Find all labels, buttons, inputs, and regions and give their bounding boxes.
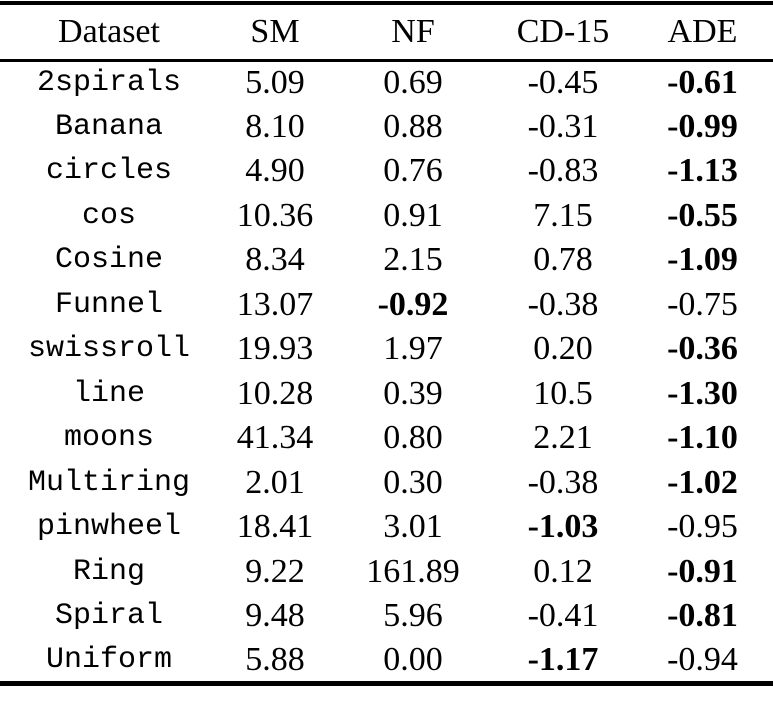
dataset-name-cell: circles (45, 154, 173, 189)
value-cell: 9.48 (245, 597, 305, 635)
table-row: Cosine 8.34 2.15 0.78 -1.09 (0, 238, 773, 283)
dataset-name-cell: Uniform (45, 642, 173, 677)
value-cell: 7.15 (533, 196, 593, 234)
value-cell: -1.17 (527, 640, 599, 678)
table-row: Multiring 2.01 0.30 -0.38 -1.02 (0, 461, 773, 506)
table-row: moons 41.34 0.80 2.21 -1.10 (0, 416, 773, 461)
table-row: Banana 8.10 0.88 -0.31 -0.99 (0, 105, 773, 150)
value-cell: 4.90 (245, 152, 305, 190)
value-cell: 0.00 (383, 640, 443, 678)
dataset-name-cell: Multiring (27, 465, 191, 500)
value-cell: -1.03 (527, 508, 599, 546)
value-cell: 13.07 (236, 285, 314, 323)
col-header-cd15: CD-15 (494, 3, 632, 62)
table-row: Spiral 9.48 5.96 -0.41 -0.81 (0, 594, 773, 639)
col-header-ade: ADE (632, 3, 773, 62)
value-cell: 5.88 (245, 640, 305, 678)
value-cell: 0.30 (383, 463, 443, 501)
dataset-name-cell: cos (81, 198, 136, 233)
value-cell: 1.97 (383, 330, 443, 368)
table-row: line 10.28 0.39 10.5 -1.30 (0, 372, 773, 417)
value-cell: 8.10 (245, 107, 305, 145)
value-cell: -1.02 (667, 463, 738, 501)
value-cell: -0.36 (667, 330, 738, 368)
value-cell: 8.34 (245, 241, 305, 279)
table-row: swissroll 19.93 1.97 0.20 -0.36 (0, 327, 773, 372)
value-cell: -0.55 (667, 196, 738, 234)
table-row: Funnel 13.07 -0.92 -0.38 -0.75 (0, 283, 773, 328)
value-cell: -0.91 (667, 552, 738, 590)
value-cell: 10.28 (236, 374, 314, 412)
table-row: Uniform 5.88 0.00 -1.17 -0.94 (0, 639, 773, 684)
value-cell: -1.30 (667, 374, 738, 412)
value-cell: 0.12 (533, 552, 593, 590)
value-cell: -1.10 (667, 419, 738, 457)
value-cell: -0.38 (527, 463, 599, 501)
dataset-name-cell: line (72, 376, 145, 411)
value-cell: -0.83 (527, 152, 599, 190)
dataset-name-cell: Spiral (54, 599, 164, 634)
value-cell: 0.80 (383, 419, 443, 457)
value-cell: -0.61 (667, 64, 738, 101)
value-cell: -0.99 (667, 107, 738, 145)
dataset-name-cell: 2spirals (36, 66, 182, 100)
value-cell: 0.88 (383, 107, 443, 145)
value-cell: -0.94 (667, 640, 738, 678)
value-cell: -0.38 (527, 285, 599, 323)
dataset-name-cell: Ring (72, 554, 145, 589)
dataset-name-cell: Funnel (54, 287, 164, 322)
dataset-name-cell: Cosine (54, 243, 164, 278)
dataset-name-cell: moons (63, 421, 154, 456)
value-cell: 0.20 (533, 330, 593, 368)
value-cell: 2.21 (533, 419, 593, 457)
value-cell: 10.5 (533, 374, 593, 412)
header-row: Dataset SM NF CD-15 ADE (0, 3, 773, 62)
dataset-name-cell: Banana (54, 109, 164, 144)
value-cell: 3.01 (383, 508, 443, 546)
col-header-dataset: Dataset (0, 3, 218, 62)
value-cell: 0.39 (383, 374, 443, 412)
col-header-sm: SM (218, 3, 332, 62)
dataset-name-cell: pinwheel (36, 510, 182, 545)
value-cell: 2.01 (245, 463, 305, 501)
value-cell: 0.69 (383, 64, 443, 101)
value-cell: 19.93 (236, 330, 314, 368)
value-cell: 2.15 (383, 241, 443, 279)
table-row: 2spirals 5.09 0.69 -0.45 -0.61 (0, 60, 773, 105)
table-row: Ring 9.22 161.89 0.12 -0.91 (0, 550, 773, 595)
value-cell: -0.41 (527, 597, 599, 635)
value-cell: -0.45 (527, 64, 599, 101)
value-cell: 0.76 (383, 152, 443, 190)
value-cell: 0.78 (533, 241, 593, 279)
value-cell: -0.92 (377, 285, 449, 323)
value-cell: 5.09 (245, 64, 305, 101)
value-cell: 10.36 (236, 196, 314, 234)
col-header-nf: NF (332, 3, 494, 62)
table-body: 2spirals 5.09 0.69 -0.45 -0.61 Banana 8.10 0.88… (0, 60, 773, 683)
value-cell: 18.41 (236, 508, 314, 546)
value-cell: 161.89 (366, 552, 460, 590)
results-table: Dataset SM NF CD-15 ADE 2spirals 5.09 0.69… (0, 1, 773, 686)
value-cell: 0.91 (383, 196, 443, 234)
value-cell: -1.13 (667, 152, 738, 190)
table-row: pinwheel 18.41 3.01 -1.03 -0.95 (0, 505, 773, 550)
value-cell: 9.22 (245, 552, 305, 590)
table-row: cos 10.36 0.91 7.15 -0.55 (0, 194, 773, 239)
value-cell: -0.81 (667, 597, 738, 635)
value-cell: -0.75 (667, 285, 738, 323)
value-cell: 5.96 (383, 597, 443, 635)
table-row: circles 4.90 0.76 -0.83 -1.13 (0, 149, 773, 194)
value-cell: -1.09 (667, 241, 738, 279)
value-cell: 41.34 (236, 419, 314, 457)
dataset-name-cell: swissroll (27, 332, 191, 367)
value-cell: -0.95 (667, 508, 738, 546)
value-cell: -0.31 (527, 107, 599, 145)
